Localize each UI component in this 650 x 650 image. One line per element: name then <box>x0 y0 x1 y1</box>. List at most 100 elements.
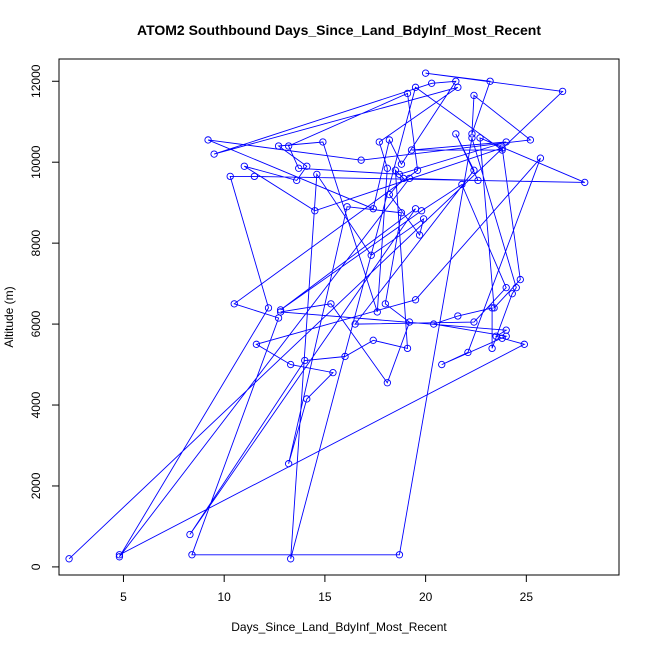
data-point <box>287 555 295 563</box>
data-point <box>411 296 420 304</box>
data-point <box>293 176 301 185</box>
data-point <box>252 340 261 348</box>
data-point <box>476 134 484 142</box>
data-point <box>516 275 524 284</box>
data-point <box>458 180 466 189</box>
data-point <box>65 555 73 563</box>
data-point <box>383 164 391 172</box>
y-tick-label: 12000 <box>29 64 43 98</box>
data-point <box>536 154 545 162</box>
data-point <box>284 460 293 468</box>
data-point <box>115 553 124 561</box>
data-point <box>454 83 462 91</box>
y-tick-label: 6000 <box>29 310 43 337</box>
y-axis: 0 2000 4000 6000 8000 10000 12000 <box>29 64 59 570</box>
y-tick-label: 2000 <box>29 472 43 499</box>
data-point <box>351 320 359 328</box>
data-point <box>395 551 404 559</box>
data-point <box>385 190 394 199</box>
data-point <box>488 344 496 353</box>
data-point <box>520 340 528 348</box>
data-point <box>343 203 351 211</box>
data-point <box>405 318 414 326</box>
data-point <box>474 176 482 185</box>
data-point <box>413 166 422 174</box>
data-point <box>498 334 506 342</box>
y-tick-label: 4000 <box>29 391 43 418</box>
series-line <box>68 72 585 560</box>
data-point <box>468 130 476 138</box>
data-point <box>367 251 375 259</box>
data-point <box>375 138 383 146</box>
data-point <box>428 79 436 87</box>
data-point <box>274 142 283 150</box>
data-point <box>276 308 285 316</box>
data-point <box>276 306 285 314</box>
data-point <box>186 530 194 539</box>
data-point <box>419 215 428 223</box>
data-point <box>303 395 311 403</box>
data-point <box>188 551 196 559</box>
data-point <box>498 144 506 152</box>
x-tick-label: 15 <box>318 590 332 604</box>
data-point <box>329 368 337 377</box>
y-tick-label: 0 <box>29 563 43 570</box>
data-point <box>486 77 494 85</box>
data-point <box>421 69 430 77</box>
data-point <box>311 207 319 215</box>
data-point <box>468 134 476 142</box>
data-point <box>295 164 303 172</box>
data-point <box>230 300 238 308</box>
x-tick-label: 20 <box>419 590 433 604</box>
data-point <box>226 172 234 181</box>
data-point <box>403 344 412 353</box>
data-point <box>369 205 377 213</box>
data-point <box>452 130 460 138</box>
x-axis-label: Days_Since_Land_BdyInf_Most_Recent <box>231 620 447 634</box>
data-point <box>381 300 389 308</box>
data-point <box>250 172 259 181</box>
data-point <box>490 304 498 312</box>
data-point <box>115 551 124 559</box>
data-point <box>264 304 273 312</box>
data-point <box>383 379 391 387</box>
data-point <box>498 146 506 154</box>
data-point <box>303 162 311 170</box>
data-point <box>558 87 567 96</box>
data-point <box>470 318 478 326</box>
y-axis-label: Altitude (m) <box>2 286 16 347</box>
data-point <box>454 312 462 320</box>
series-layer <box>65 69 589 563</box>
y-tick-label: 10000 <box>29 145 43 179</box>
data-point <box>430 320 438 328</box>
data-point <box>464 348 472 357</box>
data-point <box>395 170 404 178</box>
data-point <box>411 83 420 91</box>
data-point <box>512 284 520 292</box>
data-point <box>526 136 535 144</box>
x-axis: 5 10 15 20 25 <box>120 575 533 604</box>
data-point <box>341 352 349 361</box>
data-point <box>391 166 400 174</box>
data-point <box>284 142 293 150</box>
data-point <box>399 174 408 183</box>
data-point <box>407 146 416 154</box>
data-point <box>411 205 420 213</box>
data-point <box>470 166 478 174</box>
data-point <box>240 162 248 170</box>
data-point <box>369 336 377 344</box>
data-point <box>581 178 589 187</box>
data-point <box>301 356 309 365</box>
data-point <box>488 304 496 312</box>
data-point <box>403 89 412 98</box>
data-point <box>210 150 218 158</box>
data-point <box>438 360 446 369</box>
data-point <box>319 138 327 146</box>
data-point <box>502 138 510 146</box>
data-point <box>327 300 335 308</box>
x-tick-label: 25 <box>520 590 534 604</box>
x-tick-label: 10 <box>218 590 232 604</box>
data-point <box>287 360 295 369</box>
data-point <box>357 156 365 164</box>
